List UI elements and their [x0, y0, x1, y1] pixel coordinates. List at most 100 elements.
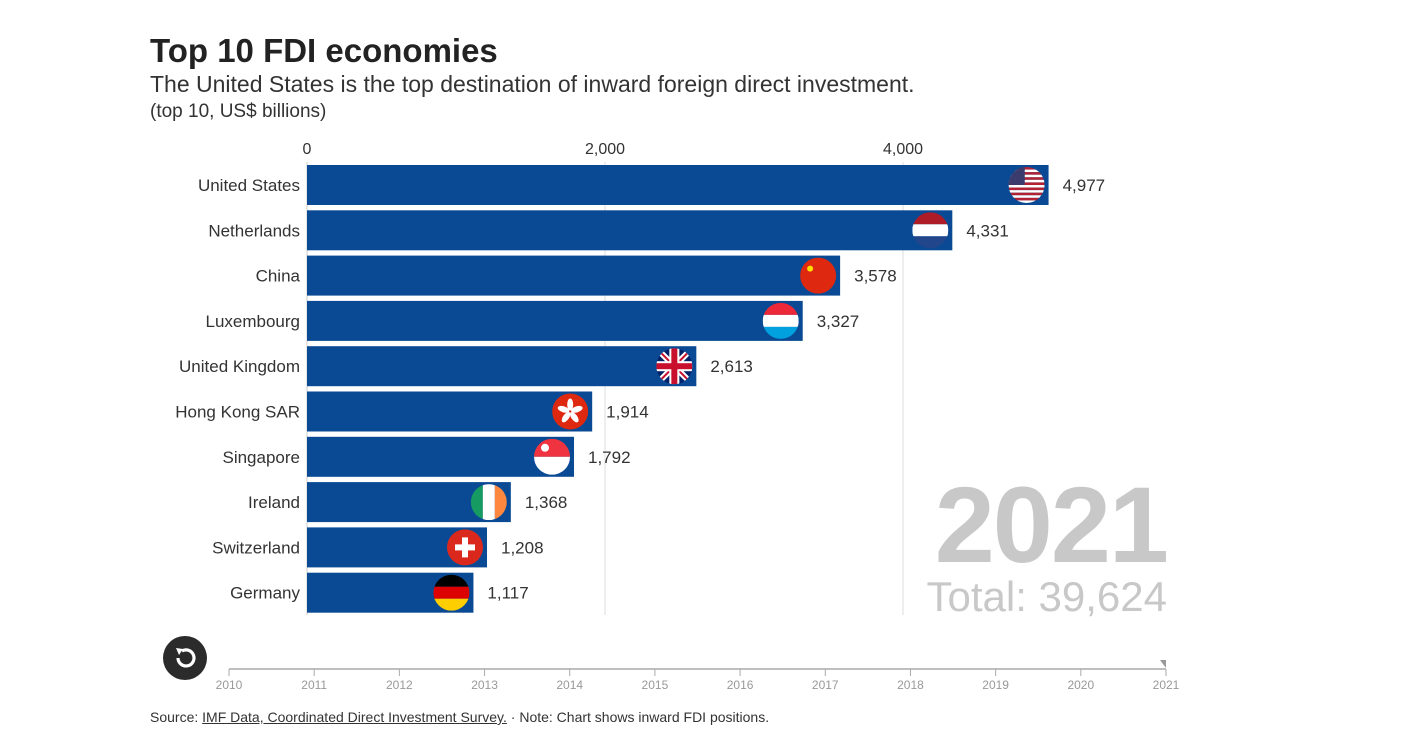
bar — [307, 436, 575, 477]
flag-part — [1008, 177, 1045, 180]
petal — [571, 405, 583, 413]
flag-part — [454, 544, 475, 551]
category-label: Singapore — [222, 448, 300, 467]
value-label: 1,117 — [487, 584, 528, 603]
flag-part — [1008, 174, 1045, 178]
value-label: 1,368 — [525, 493, 568, 512]
bar — [307, 300, 803, 341]
flag-part — [1008, 185, 1045, 188]
petal — [561, 411, 571, 423]
flag-part — [762, 302, 799, 315]
category-label: Ireland — [248, 493, 300, 512]
bar-row: Ireland 1,368 — [248, 482, 568, 523]
bar-row: China 3,578 — [256, 255, 897, 296]
flag-part — [1008, 172, 1045, 175]
bar — [307, 255, 841, 296]
singapore-flag-icon — [534, 438, 571, 475]
flag-part — [1008, 169, 1045, 173]
x-tick-label: 0 — [303, 141, 312, 158]
flag-part — [433, 574, 470, 587]
bar-row: Luxembourg 3,327 — [205, 300, 860, 341]
flag-part — [762, 326, 799, 339]
flag-part — [433, 586, 470, 599]
value-label: 3,327 — [817, 312, 860, 331]
flag-part — [433, 598, 470, 611]
timeline-year-2021: 2021 — [1153, 678, 1180, 692]
timeline-year-2019: 2019 — [982, 678, 1009, 692]
replay-button[interactable] — [163, 636, 207, 680]
moon — [541, 443, 550, 452]
bar-row: United Kingdom 2,613 — [179, 346, 753, 387]
luxembourg-flag-icon — [762, 302, 799, 339]
category-label: United States — [198, 176, 300, 195]
category-label: Hong Kong SAR — [175, 403, 300, 422]
flag-part — [482, 484, 495, 521]
flag-part — [1008, 200, 1045, 203]
bar — [307, 391, 593, 432]
x-tick-label: 2,000 — [585, 141, 625, 158]
germany-flag-icon — [433, 574, 470, 611]
timeline-handle[interactable] — [1160, 660, 1166, 668]
chart-subtitle: The United States is the top destination… — [150, 71, 915, 97]
value-label: 1,792 — [588, 448, 631, 467]
petal — [557, 405, 570, 413]
category-label: Luxembourg — [205, 312, 300, 331]
china-flag-icon — [800, 257, 837, 294]
bar-row: Singapore 1,792 — [222, 436, 631, 477]
year-label: 2021 — [934, 464, 1169, 585]
bar-row: United States 4,977 — [198, 165, 1105, 205]
flag-part — [470, 484, 483, 521]
bar-row: Switzerland 1,208 — [212, 527, 544, 568]
timeline-year-2018: 2018 — [897, 678, 924, 692]
flag-part — [912, 236, 949, 249]
ireland-flag-icon — [470, 484, 507, 521]
bar — [307, 210, 953, 251]
bar-row: Hong Kong SAR 1,914 — [175, 391, 649, 432]
x-tick-label: 4,000 — [883, 141, 923, 158]
flag-part — [912, 212, 949, 225]
flag-part — [1008, 167, 1045, 170]
bar — [307, 165, 1049, 205]
bar — [307, 346, 697, 387]
flag-part — [534, 456, 571, 475]
flag-part — [1008, 192, 1045, 196]
star — [807, 265, 814, 272]
flag-part — [762, 314, 799, 327]
value-label: 1,914 — [606, 403, 649, 422]
timeline-year-2014: 2014 — [556, 678, 583, 692]
value-label: 4,977 — [1063, 176, 1106, 195]
category-label: China — [256, 267, 301, 286]
chart-title: Top 10 FDI economies — [150, 32, 498, 69]
category-label: Germany — [230, 584, 300, 603]
flag-part — [494, 484, 507, 521]
switzerland-flag-icon — [446, 529, 483, 566]
timeline-year-2012: 2012 — [386, 678, 413, 692]
flag-part — [800, 257, 837, 294]
flag-part — [1008, 182, 1045, 185]
timeline-year-2010: 2010 — [216, 678, 243, 692]
timeline-year-2015: 2015 — [642, 678, 669, 692]
total-label: Total: 39,624 — [926, 573, 1167, 620]
timeline-year-2011: 2011 — [301, 678, 327, 692]
petal — [567, 398, 574, 411]
flag-part — [1008, 187, 1045, 191]
category-label: Netherlands — [208, 221, 300, 240]
note-text: · Note: Chart shows inward FDI positions… — [506, 709, 770, 725]
uk-flag-icon — [656, 348, 693, 385]
source-note: Source: IMF Data, Coordinated Direct Inv… — [150, 709, 769, 725]
hong-kong-flag-icon — [552, 393, 589, 430]
replay-icon — [176, 648, 196, 668]
value-label: 4,331 — [966, 221, 1009, 240]
timeline-year-2020: 2020 — [1067, 678, 1094, 692]
petal — [570, 411, 579, 423]
bar-row: Netherlands 4,331 — [208, 210, 1009, 251]
flag-part — [671, 348, 678, 385]
flag-part — [912, 224, 949, 237]
flag-part — [1008, 195, 1045, 198]
netherlands-flag-icon — [912, 212, 949, 249]
value-label: 3,578 — [854, 267, 897, 286]
source-link[interactable]: IMF Data, Coordinated Direct Investment … — [202, 709, 507, 725]
chart-units: (top 10, US$ billions) — [150, 101, 327, 122]
flag-part — [534, 438, 571, 457]
